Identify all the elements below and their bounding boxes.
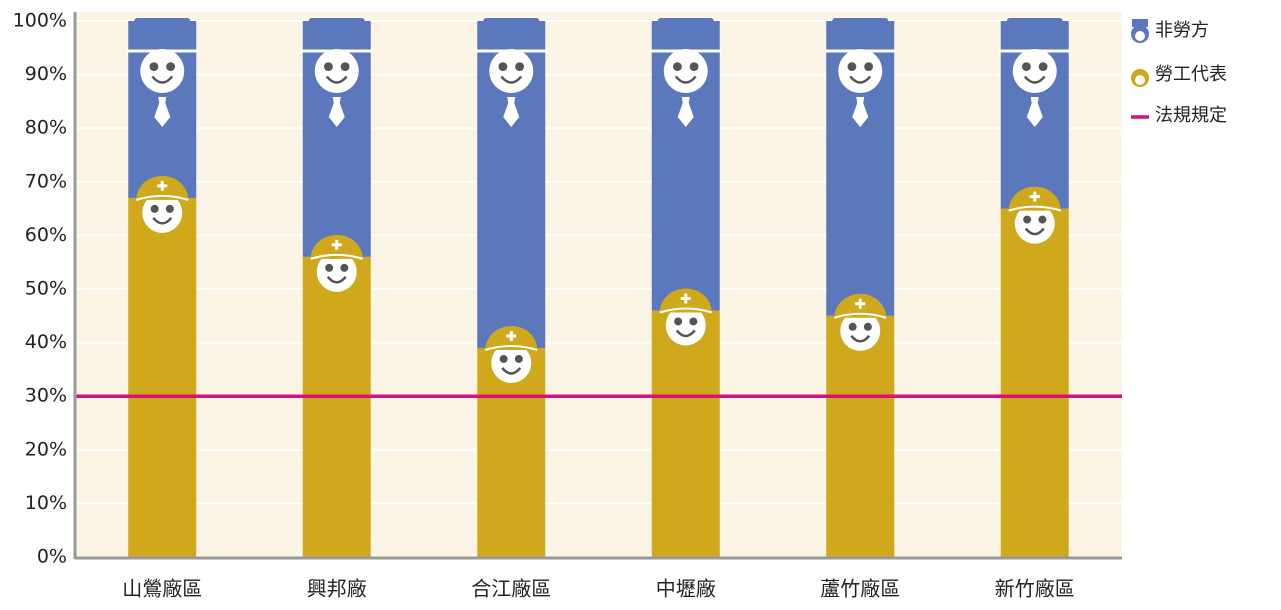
plot-background [75,12,1122,557]
bar-segment [652,310,720,557]
y-tick-label: 100% [13,10,67,32]
legend-icon-face [1135,75,1145,85]
eye [1022,62,1031,71]
x-tick-label: 新竹廠區 [995,577,1075,601]
legend-label: 法規規定 [1155,105,1227,126]
eye [847,62,856,71]
eye [341,62,350,71]
hat [483,18,539,48]
chart: 0% 10% 20% 30% 40% 50% 60% 70% 80% 90% 100% 山鶯廠區 興邦廠… [0,0,1281,610]
hat [1007,18,1063,48]
legend-icon-hat [1132,19,1148,27]
eye [325,264,333,272]
hat [134,18,190,48]
y-tick-label: 50% [25,278,67,300]
eye [151,205,159,213]
eye [689,317,697,325]
eye [674,317,682,325]
face [489,49,533,93]
face [140,49,184,93]
face [1013,49,1057,93]
eye [166,205,174,213]
eye [690,62,699,71]
eye [149,62,158,71]
eye [500,355,508,363]
legend-icon-face [1135,31,1145,41]
y-tick-label: 0% [37,546,67,568]
eye [849,323,857,331]
x-tick-label: 中壢廠 [656,577,716,601]
x-tick-label: 蘆竹廠區 [820,577,900,601]
y-tick-label: 10% [25,492,67,514]
eye [1023,216,1031,224]
hat [832,18,888,48]
eye [864,62,873,71]
bar-segment [303,257,371,557]
x-tick-label: 興邦廠 [307,577,367,601]
eye [673,62,682,71]
y-tick-label: 20% [25,438,67,460]
y-tick-label: 70% [25,170,67,192]
y-tick-label: 80% [25,117,67,139]
hat [309,18,365,48]
hat [658,18,714,48]
eye [324,62,333,71]
eye [166,62,175,71]
eye [1039,62,1048,71]
legend-label: 勞工代表 [1155,64,1227,85]
bar-segment [128,198,196,557]
eye [864,323,872,331]
face [838,49,882,93]
x-tick-label: 山鶯廠區 [122,577,202,601]
eye [498,62,507,71]
y-tick-label: 30% [25,385,67,407]
y-tick-label: 40% [25,331,67,353]
eye [1038,216,1046,224]
eye [515,355,523,363]
eye [515,62,524,71]
face [664,49,708,93]
eye [340,264,348,272]
y-tick-label: 60% [25,224,67,246]
bar-segment [826,316,894,557]
face [315,49,359,93]
y-tick-label: 90% [25,63,67,85]
bar-segment [1001,209,1069,557]
legend-label: 非勞方 [1155,20,1209,41]
x-tick-label: 合江廠區 [471,577,551,601]
